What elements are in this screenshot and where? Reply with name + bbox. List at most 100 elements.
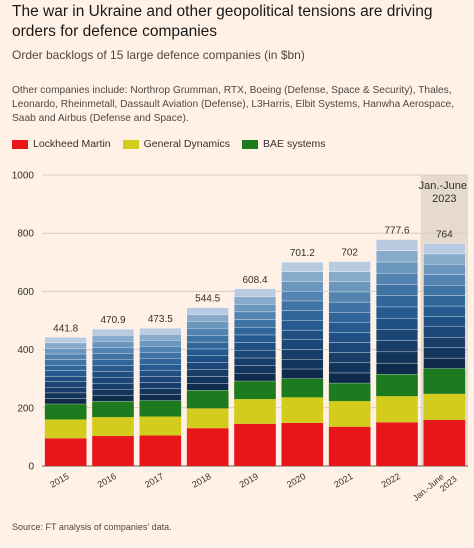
bar-segment: [328, 271, 371, 282]
y-tick-label: 800: [17, 229, 34, 240]
highlight-label-line: 2023: [432, 193, 456, 205]
bar-segment: [423, 326, 466, 338]
x-tick-label: 2019: [238, 471, 260, 490]
bar-segment: [92, 359, 134, 366]
bar-segment: [423, 393, 466, 421]
legend-label: Lockheed Martin: [33, 138, 111, 150]
bar-segment: [376, 239, 418, 251]
bar-segment: [44, 381, 87, 388]
bar-segment: [234, 423, 276, 466]
bar-segment: [44, 404, 87, 420]
bar-segment: [139, 376, 182, 383]
x-tick-label: 2022: [380, 471, 402, 490]
bar-segment: [234, 350, 276, 359]
total-label: 701.2: [290, 248, 315, 259]
bar-segment: [423, 305, 466, 317]
bar-segment: [139, 388, 182, 395]
bar-segment: [281, 310, 324, 321]
bar-segment: [139, 416, 182, 436]
total-label: 764: [436, 230, 453, 241]
bar-segment: [186, 383, 229, 391]
bar-segment: [423, 243, 466, 255]
bar-segment: [423, 357, 466, 369]
bar-segment: [328, 281, 371, 293]
bar-segment: [281, 300, 324, 311]
bar-segment: [281, 422, 324, 466]
bar-segment: [376, 306, 418, 319]
x-tick-label: 2015: [48, 471, 70, 490]
bar-segment: [139, 364, 182, 371]
bar-segment: [376, 295, 418, 308]
bar-segment: [328, 291, 371, 303]
bar-segment: [281, 320, 324, 331]
bar-segment: [44, 387, 87, 394]
bar-segment: [423, 368, 466, 394]
bar-segment: [92, 353, 134, 360]
bar-segment: [186, 362, 229, 370]
bar-segment: [92, 395, 134, 402]
bar-segment: [423, 264, 466, 275]
bar-segment: [186, 314, 229, 322]
bar-segment: [139, 328, 182, 335]
bar-segment: [234, 381, 276, 400]
bar-segment: [139, 358, 182, 365]
chart-note: Other companies include: Northrop Grumma…: [12, 85, 455, 124]
chart-source: Source: FT analysis of companies' data.: [12, 522, 172, 532]
bar-segment: [423, 347, 466, 359]
bar-segment: [186, 408, 229, 429]
bar-segment: [186, 369, 229, 377]
bar-segment: [234, 334, 276, 343]
x-tick-label: 2017: [143, 471, 165, 490]
bar-segment: [376, 284, 418, 296]
legend-label: BAE systems: [263, 138, 326, 150]
x-tick-label: 2018: [190, 471, 212, 490]
y-tick-label: 1000: [12, 171, 35, 182]
bar-segment: [234, 357, 276, 366]
bar-segment: [281, 271, 324, 282]
bar-segment: [328, 383, 371, 402]
total-label: 608.4: [242, 275, 267, 286]
highlight-label: Jan.-June 2023: [419, 180, 470, 205]
legend-item: BAE systems: [242, 138, 325, 150]
bar-segment: [376, 422, 418, 466]
bar-segment: [92, 417, 134, 437]
bar-segment: [186, 376, 229, 384]
bar-segment: [234, 373, 276, 382]
bar-segment: [186, 335, 229, 343]
bar-segment: [92, 383, 134, 390]
bar-segment: [234, 288, 276, 297]
bar-segment: [328, 301, 371, 313]
bar-segment: [281, 281, 324, 292]
bar-segment: [186, 348, 229, 357]
bar-segment: [423, 316, 466, 327]
bar-segment: [281, 349, 324, 360]
bar-segment: [186, 307, 229, 315]
highlight-label-line: Jan.-June: [419, 180, 470, 192]
bar-segment: [139, 340, 182, 347]
bar-segment: [44, 342, 87, 349]
bar-segment: [139, 346, 182, 353]
bar-segment: [376, 396, 418, 423]
bar-segment: [328, 362, 371, 374]
y-tick-label: 0: [28, 462, 34, 473]
bar-segment: [92, 341, 134, 348]
y-tick-label: 400: [17, 345, 34, 356]
bar-segment: [186, 328, 229, 336]
bar-segment: [328, 342, 371, 353]
bar-segment: [234, 342, 276, 351]
bar-segment: [92, 436, 134, 466]
bar-segment: [281, 339, 324, 350]
bar-segment: [186, 321, 229, 329]
bar-segment: [234, 311, 276, 320]
bar-segment: [376, 261, 418, 274]
bar-segment: [44, 370, 87, 377]
legend-swatch: [122, 139, 139, 149]
chart: 0 200 400 600 800 1000 441.8 2015 470.9 2016 473.5…: [12, 171, 470, 504]
chart-subtitle: Order backlogs of 15 large defence compa…: [12, 48, 305, 62]
bar-segment: [44, 398, 87, 405]
legend-item: General Dynamics: [122, 138, 230, 150]
bar-segment: [328, 261, 371, 272]
bar-segment: [234, 399, 276, 424]
bar-segment: [328, 426, 371, 466]
y-tick-label: 600: [17, 287, 34, 298]
